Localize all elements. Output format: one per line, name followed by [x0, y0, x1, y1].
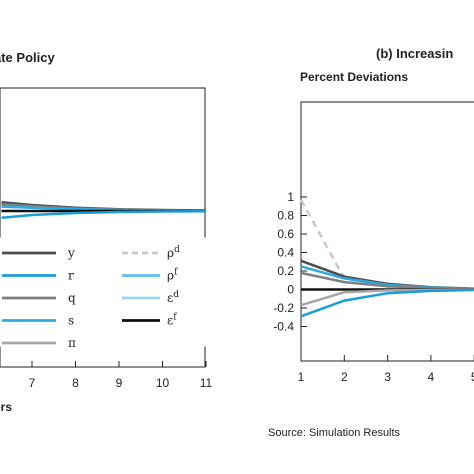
- right-x-tick-label: 3: [384, 370, 391, 384]
- legend-label-pi: π: [68, 336, 76, 350]
- legend-box: [0, 237, 206, 347]
- right-series-line-q: [300, 271, 474, 291]
- left-x-axis-label: ers: [0, 400, 13, 414]
- right-y-tick-label: 0.6: [277, 227, 294, 241]
- right-chart-title: (b) Increasin: [376, 46, 454, 61]
- left-x-tick-label: 10: [156, 376, 170, 390]
- left-x-tick-label: 8: [72, 376, 79, 390]
- right-y-tick-label: 0: [287, 283, 294, 297]
- legend-label-epsf: εf: [167, 313, 177, 328]
- right-x-tick-label: 2: [341, 370, 348, 384]
- right-series-line-r: [300, 288, 474, 318]
- source-note: Source: Simulation Results: [268, 427, 401, 439]
- right-y-tick-label: -0.2: [273, 301, 294, 315]
- right-x-tick-label: 4: [428, 370, 435, 384]
- right-x-tick-label: 5: [471, 370, 474, 384]
- right-x-tick-label: 1: [298, 370, 305, 384]
- right-y-tick-label: 0.4: [277, 246, 294, 260]
- legend-label-y: y: [67, 246, 75, 260]
- legend-label-r: r: [68, 269, 74, 283]
- left-chart-title: ate Policy: [0, 50, 55, 65]
- right-series-line-pi: [300, 288, 474, 307]
- legend-label-rhof: ρf: [167, 268, 178, 283]
- right-chart: 1 0.8 0.6 0.4 0.2 0 -0.2 -0.4 1 2 3 4 5: [273, 101, 474, 384]
- legend-label-q: q: [68, 291, 76, 305]
- left-series-line-r: [1, 209, 207, 220]
- left-x-tick-label: 7: [29, 376, 36, 390]
- left-x-tick-label: 11: [200, 376, 213, 390]
- right-series-line-rhod: [299, 199, 474, 291]
- right-y-tick-label: 0.8: [277, 209, 294, 223]
- legend-label-s: s: [68, 314, 74, 328]
- right-y-tick-label: 0.2: [277, 264, 294, 278]
- right-y-axis-label: Percent Deviations: [300, 70, 409, 84]
- right-y-tick-label: -0.4: [273, 320, 294, 334]
- left-x-tick-label: 9: [116, 376, 123, 390]
- right-plot-frame: [300, 101, 474, 362]
- right-y-tick-label: 1: [287, 190, 294, 204]
- left-plot-frame: [0, 87, 206, 368]
